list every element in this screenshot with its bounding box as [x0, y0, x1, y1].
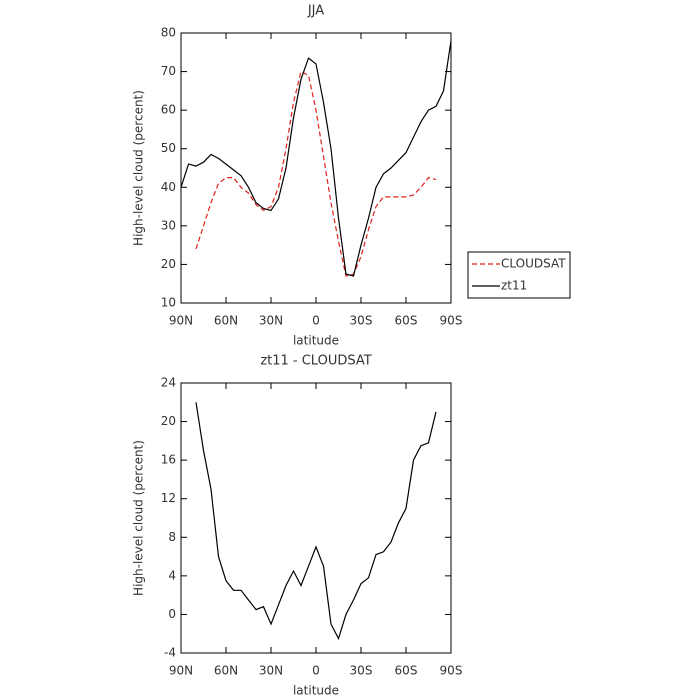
x-tick-label: 0	[312, 664, 320, 678]
x-tick-label: 30N	[259, 664, 283, 678]
x-tick-label: 60N	[214, 664, 238, 678]
x-tick-label: 60N	[214, 314, 238, 328]
x-axis-label: latitude	[293, 334, 339, 348]
plot-frame	[180, 32, 452, 304]
x-tick-label: 90S	[440, 314, 463, 328]
y-tick-label: 20	[161, 257, 176, 271]
y-tick-label: -4	[164, 646, 176, 660]
y-axis-label: High-level cloud (percent)	[132, 90, 146, 246]
y-tick-label: 70	[161, 64, 176, 78]
data-line	[180, 40, 452, 277]
y-tick-label: 0	[168, 607, 176, 621]
y-tick-label: 12	[161, 491, 176, 505]
y-tick-label: 40	[161, 180, 176, 194]
data-line	[195, 402, 437, 641]
plot-frame	[180, 382, 452, 654]
x-tick-label: 90N	[169, 314, 193, 328]
x-tick-label: 90S	[440, 664, 463, 678]
y-tick-label: 50	[161, 141, 176, 155]
chart-title: JJA	[307, 4, 324, 19]
x-tick-label: 90N	[169, 664, 193, 678]
y-tick-label: 24	[161, 376, 176, 390]
y-tick-label: 30	[161, 218, 176, 232]
legend-label: zt11	[501, 279, 527, 293]
x-tick-label: 30S	[350, 664, 373, 678]
x-tick-label: 60S	[395, 664, 418, 678]
y-tick-label: 80	[161, 26, 176, 40]
y-axis-label: High-level cloud (percent)	[132, 440, 146, 596]
x-tick-label: 30S	[350, 314, 373, 328]
y-tick-label: 16	[161, 453, 176, 467]
legend-label: CLOUDSAT	[501, 257, 566, 271]
chart-title: zt11 - CLOUDSAT	[260, 354, 371, 369]
y-tick-label: 10	[161, 296, 176, 310]
legend-box	[467, 251, 571, 299]
y-tick-label: 20	[161, 414, 176, 428]
data-line	[195, 70, 437, 277]
y-tick-label: 4	[168, 568, 176, 582]
x-axis-label: latitude	[293, 684, 339, 698]
x-tick-label: 60S	[395, 314, 418, 328]
x-tick-label: 0	[312, 314, 320, 328]
x-tick-label: 30N	[259, 314, 283, 328]
y-tick-label: 8	[168, 530, 176, 544]
y-tick-label: 60	[161, 103, 176, 117]
